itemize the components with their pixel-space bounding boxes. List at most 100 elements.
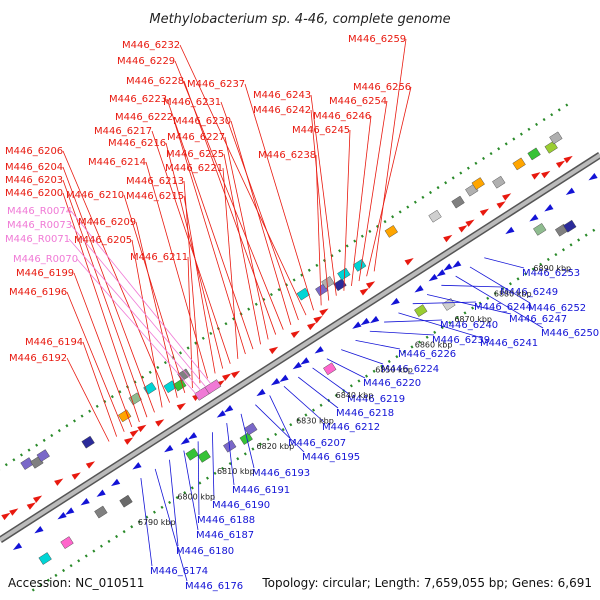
- reverse-gene-label: M446_6219: [347, 394, 405, 405]
- reverse-gene-arrow: [188, 432, 198, 440]
- reverse-gene-label: M446_6190: [212, 500, 270, 511]
- reverse-leader-line: [169, 459, 179, 547]
- tick-label: 6850 kbp: [375, 366, 413, 375]
- forward-gene-label: M446_6215: [126, 191, 184, 202]
- reverse-gene-label: M446_6207: [288, 438, 346, 449]
- rna-leader-line: [70, 224, 208, 389]
- tick-label: 6830 kbp: [296, 416, 334, 425]
- forward-gene-arrow: [404, 257, 414, 266]
- forward-gene-label: M446_6246: [313, 111, 371, 122]
- reverse-feature-box: [244, 422, 258, 436]
- forward-gene-label: M446_6259: [348, 34, 406, 45]
- forward-leader-line: [82, 341, 118, 437]
- reverse-gene-label: M446_6250: [541, 328, 599, 339]
- reverse-leader-line: [469, 266, 531, 304]
- forward-gene-label: M446_6194: [25, 337, 83, 348]
- forward-gene-label: M446_6242: [253, 105, 311, 116]
- forward-gene-arrow: [54, 478, 64, 486]
- forward-feature-box: [321, 276, 335, 289]
- reverse-gene-label: M446_6239: [432, 335, 490, 346]
- reverse-gene-label: M446_6249: [500, 287, 558, 298]
- forward-gene-arrow: [465, 219, 475, 227]
- forward-gene-label: M446_6232: [122, 40, 180, 51]
- reverse-gene-arrow: [529, 214, 539, 222]
- feature-track: [1, 131, 598, 565]
- forward-feature-box: [384, 225, 398, 238]
- reverse-gene-arrow: [12, 542, 23, 550]
- rna-gene-label: M446_R0070: [13, 254, 78, 265]
- forward-gene-label: M446_6227: [167, 132, 225, 143]
- forward-leader-line: [66, 291, 125, 432]
- forward-feature-box: [337, 267, 351, 281]
- reverse-gene-arrow: [224, 405, 234, 413]
- forward-gene-arrow: [531, 172, 541, 180]
- reverse-leader-line: [269, 395, 291, 439]
- reverse-leader-line: [140, 478, 153, 567]
- forward-gene-arrow: [129, 429, 139, 438]
- reverse-gene-arrow: [164, 444, 174, 453]
- forward-leader-line: [62, 179, 148, 418]
- forward-gene-arrow: [268, 346, 279, 355]
- reverse-feature-box: [38, 552, 52, 565]
- reverse-leader-line: [412, 301, 477, 305]
- reverse-gene-arrow: [292, 361, 302, 370]
- forward-leader-line: [315, 154, 322, 306]
- forward-gene-label: M446_6229: [117, 56, 175, 67]
- reverse-leader-line: [197, 441, 200, 516]
- forward-gene-label: M446_6221: [165, 163, 223, 174]
- accession-text: Accession: NC_010511: [8, 576, 144, 590]
- rna-gene-label: M446_R0073: [7, 220, 72, 231]
- forward-feature-box: [527, 147, 541, 161]
- rna-leader-line: [70, 210, 213, 386]
- forward-gene-label: M446_6222: [115, 112, 173, 123]
- forward-gene-arrow: [319, 308, 329, 316]
- tick-label: 6790 kbp: [138, 518, 176, 527]
- reverse-feature-box: [323, 362, 337, 376]
- forward-leader-line: [183, 80, 277, 335]
- reverse-gene-arrow: [428, 273, 438, 282]
- forward-gene-label: M446_6256: [353, 82, 411, 93]
- tick-label: 6860 kbp: [415, 340, 453, 349]
- forward-gene-label: M446_6214: [88, 157, 146, 168]
- reverse-gene-label: M446_6191: [232, 485, 290, 496]
- forward-gene-label: M446_6237: [187, 79, 245, 90]
- forward-leader-line: [66, 357, 110, 442]
- forward-feature-box: [128, 392, 142, 406]
- forward-gene-arrow: [230, 370, 241, 379]
- forward-gene-label: M446_6199: [16, 268, 74, 279]
- reverse-leader-line: [154, 468, 188, 582]
- forward-leader-line: [151, 130, 231, 364]
- reverse-feature-box: [533, 223, 547, 236]
- reverse-leader-line: [226, 422, 235, 486]
- forward-feature-box: [118, 409, 132, 423]
- reverse-gene-arrow: [300, 357, 310, 365]
- rna-gene-label: M446_R0071: [5, 234, 70, 245]
- tick-label: 6810 kbp: [217, 467, 255, 476]
- reverse-feature-box: [119, 494, 133, 508]
- forward-gene-label: M446_6223: [109, 94, 167, 105]
- reverse-feature-box: [94, 505, 108, 519]
- forward-gene-arrow: [479, 208, 490, 217]
- forward-gene-label: M446_6238: [258, 150, 316, 161]
- forward-gene-label: M446_6230: [173, 116, 231, 127]
- forward-gene-label: M446_6203: [5, 175, 63, 186]
- forward-gene-arrow: [496, 201, 506, 209]
- forward-feature-box: [36, 449, 50, 462]
- gene-labels: M446_6259M446_6256M446_6254M446_6246M446…: [5, 34, 599, 592]
- forward-leader-line: [145, 161, 208, 379]
- genome-backbone: [0, 152, 600, 543]
- reverse-feature-box: [563, 219, 577, 233]
- forward-leader-line: [135, 221, 178, 398]
- reverse-gene-label: M446_6253: [522, 268, 580, 279]
- tick-labels: 6790 kbp 6800 kbp 6810 kbp 6820 kbp 6830 kbp…: [138, 264, 571, 527]
- reverse-gene-label: M446_6187: [196, 530, 254, 541]
- reverse-leader-line: [355, 340, 401, 350]
- forward-gene-arrow: [313, 315, 323, 324]
- reverse-gene-arrow: [452, 260, 462, 268]
- forward-gene-arrow: [137, 424, 147, 433]
- forward-gene-label: M446_6228: [126, 76, 184, 87]
- forward-feature-box: [81, 435, 95, 449]
- forward-leader-line: [166, 98, 254, 350]
- forward-gene-arrow: [85, 461, 96, 469]
- reverse-gene-label: M446_6240: [440, 320, 498, 331]
